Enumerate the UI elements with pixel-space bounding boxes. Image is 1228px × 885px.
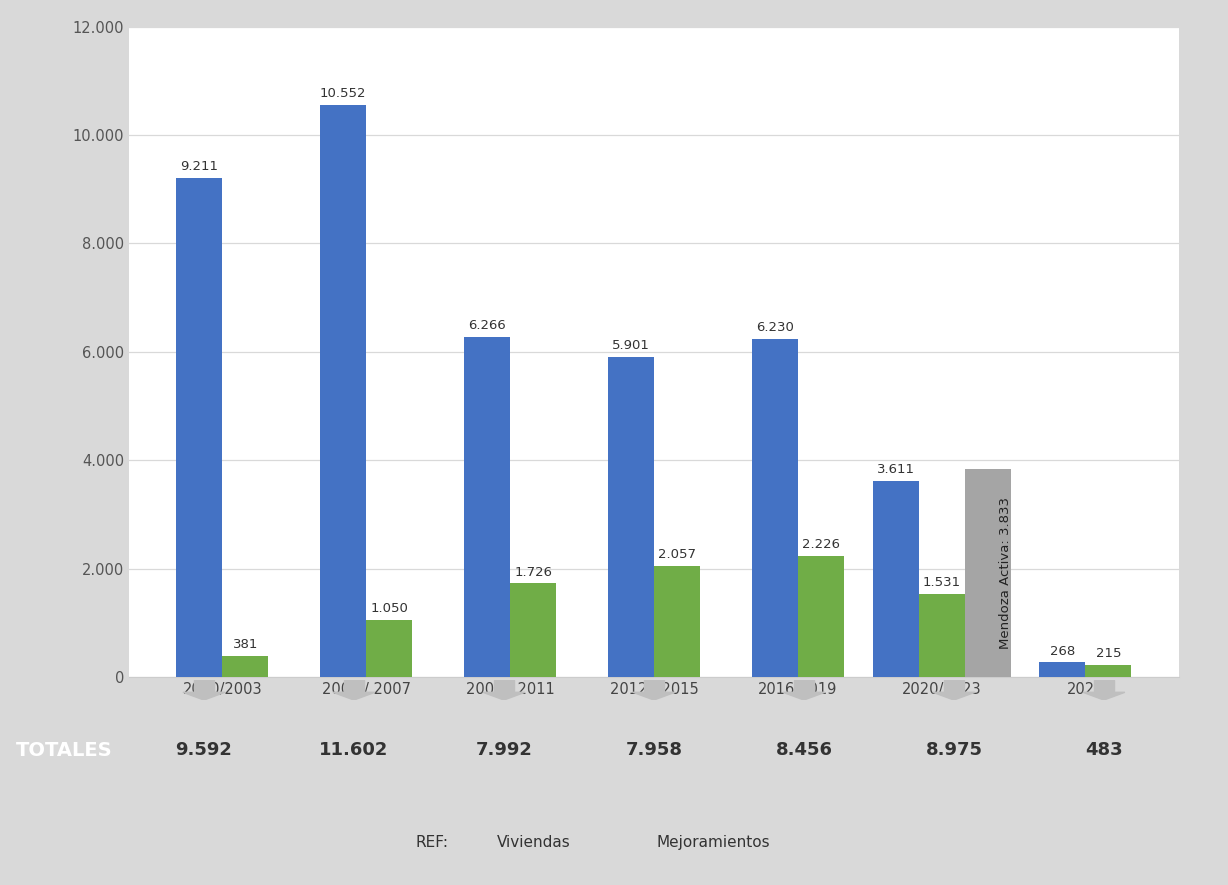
Text: 11.602: 11.602 <box>319 741 388 759</box>
Bar <box>943 680 964 692</box>
Bar <box>222 657 269 677</box>
Bar <box>321 105 366 677</box>
Text: 381: 381 <box>233 638 258 651</box>
Text: 1.531: 1.531 <box>922 576 960 589</box>
Text: 215: 215 <box>1095 648 1121 660</box>
Text: Mejoramientos: Mejoramientos <box>657 835 771 850</box>
Bar <box>608 358 653 677</box>
Text: TOTALES: TOTALES <box>16 741 113 759</box>
Polygon shape <box>183 692 225 700</box>
Bar <box>344 680 365 692</box>
Bar <box>873 481 919 677</box>
Bar <box>494 680 515 692</box>
Text: Mendoza Activa: 3.833: Mendoza Activa: 3.833 <box>1000 497 1012 649</box>
Text: 2.226: 2.226 <box>802 538 840 551</box>
Text: 3.611: 3.611 <box>877 464 915 476</box>
Text: 8.456: 8.456 <box>775 741 833 759</box>
Bar <box>798 557 844 677</box>
Bar <box>177 178 222 677</box>
Bar <box>964 469 1011 677</box>
Polygon shape <box>933 692 975 700</box>
Bar <box>510 583 556 677</box>
Text: REF:: REF: <box>415 835 448 850</box>
Text: 10.552: 10.552 <box>321 87 366 100</box>
Text: 6.230: 6.230 <box>755 321 793 335</box>
Bar <box>366 620 413 677</box>
Bar <box>194 680 214 692</box>
Text: 2.057: 2.057 <box>658 548 696 560</box>
Text: 483: 483 <box>1086 741 1122 759</box>
Text: 9.211: 9.211 <box>181 160 219 173</box>
Polygon shape <box>1083 692 1125 700</box>
Text: 268: 268 <box>1050 644 1074 658</box>
Text: 1.050: 1.050 <box>371 602 408 615</box>
Polygon shape <box>632 692 675 700</box>
Polygon shape <box>333 692 375 700</box>
Text: 5.901: 5.901 <box>612 339 650 352</box>
Bar <box>1086 666 1131 677</box>
Bar <box>464 337 510 677</box>
Text: Viviendas: Viviendas <box>497 835 571 850</box>
Text: 7.992: 7.992 <box>475 741 533 759</box>
Text: 6.266: 6.266 <box>468 319 506 333</box>
Bar <box>643 680 664 692</box>
Bar <box>1039 663 1086 677</box>
Bar <box>1094 680 1114 692</box>
Polygon shape <box>783 692 825 700</box>
Bar <box>653 566 700 677</box>
Bar <box>752 339 798 677</box>
Bar <box>793 680 814 692</box>
Polygon shape <box>483 692 524 700</box>
Bar <box>919 594 964 677</box>
Text: 7.958: 7.958 <box>625 741 683 759</box>
Text: 9.592: 9.592 <box>176 741 232 759</box>
Text: 8.975: 8.975 <box>926 741 982 759</box>
Text: 1.726: 1.726 <box>515 566 553 579</box>
